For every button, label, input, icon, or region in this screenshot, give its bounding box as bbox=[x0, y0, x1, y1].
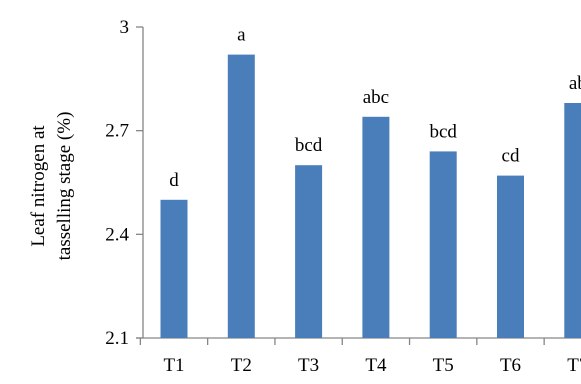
bar-t2 bbox=[227, 54, 255, 338]
x-tick-label: T7 bbox=[567, 355, 581, 376]
y-axis-title-line-2: tasselling stage (%) bbox=[54, 112, 75, 261]
y-tick-label: 2.1 bbox=[105, 328, 129, 349]
x-tick-label: T5 bbox=[433, 355, 454, 376]
bar-t5 bbox=[429, 151, 457, 338]
labels: 2.1 2.4 2.7 3 T1 T2 T3 T4 T5 T6 T7 d a bcd abc bcd cd ab bbox=[105, 17, 581, 376]
x-tick-label: T2 bbox=[231, 355, 252, 376]
x-tick-label: T6 bbox=[500, 355, 521, 376]
bar-t6 bbox=[497, 175, 524, 338]
significance-label: bcd bbox=[429, 121, 457, 142]
bar-t3 bbox=[295, 165, 323, 338]
significance-label: cd bbox=[502, 146, 520, 167]
y-tick-label: 3 bbox=[120, 17, 130, 38]
significance-label: a bbox=[237, 25, 246, 46]
bars bbox=[160, 54, 581, 338]
significance-label: abc bbox=[363, 87, 389, 108]
y-axis-title: Leaf nitrogen at tasselling stage (%) bbox=[28, 112, 75, 261]
bar-t7 bbox=[564, 103, 581, 338]
y-tick-label: 2.4 bbox=[105, 224, 129, 245]
x-tick-label: T4 bbox=[365, 355, 387, 376]
bar-t4 bbox=[362, 116, 390, 338]
x-tick-label: T1 bbox=[163, 355, 184, 376]
significance-label: d bbox=[169, 170, 179, 191]
significance-label: ab bbox=[569, 73, 581, 94]
y-tick-label: 2.7 bbox=[105, 121, 129, 142]
x-tick-label: T3 bbox=[298, 355, 319, 376]
significance-label: bcd bbox=[295, 135, 323, 156]
y-axis-title-line-1: Leaf nitrogen at bbox=[28, 125, 49, 247]
bar-t1 bbox=[160, 199, 188, 338]
